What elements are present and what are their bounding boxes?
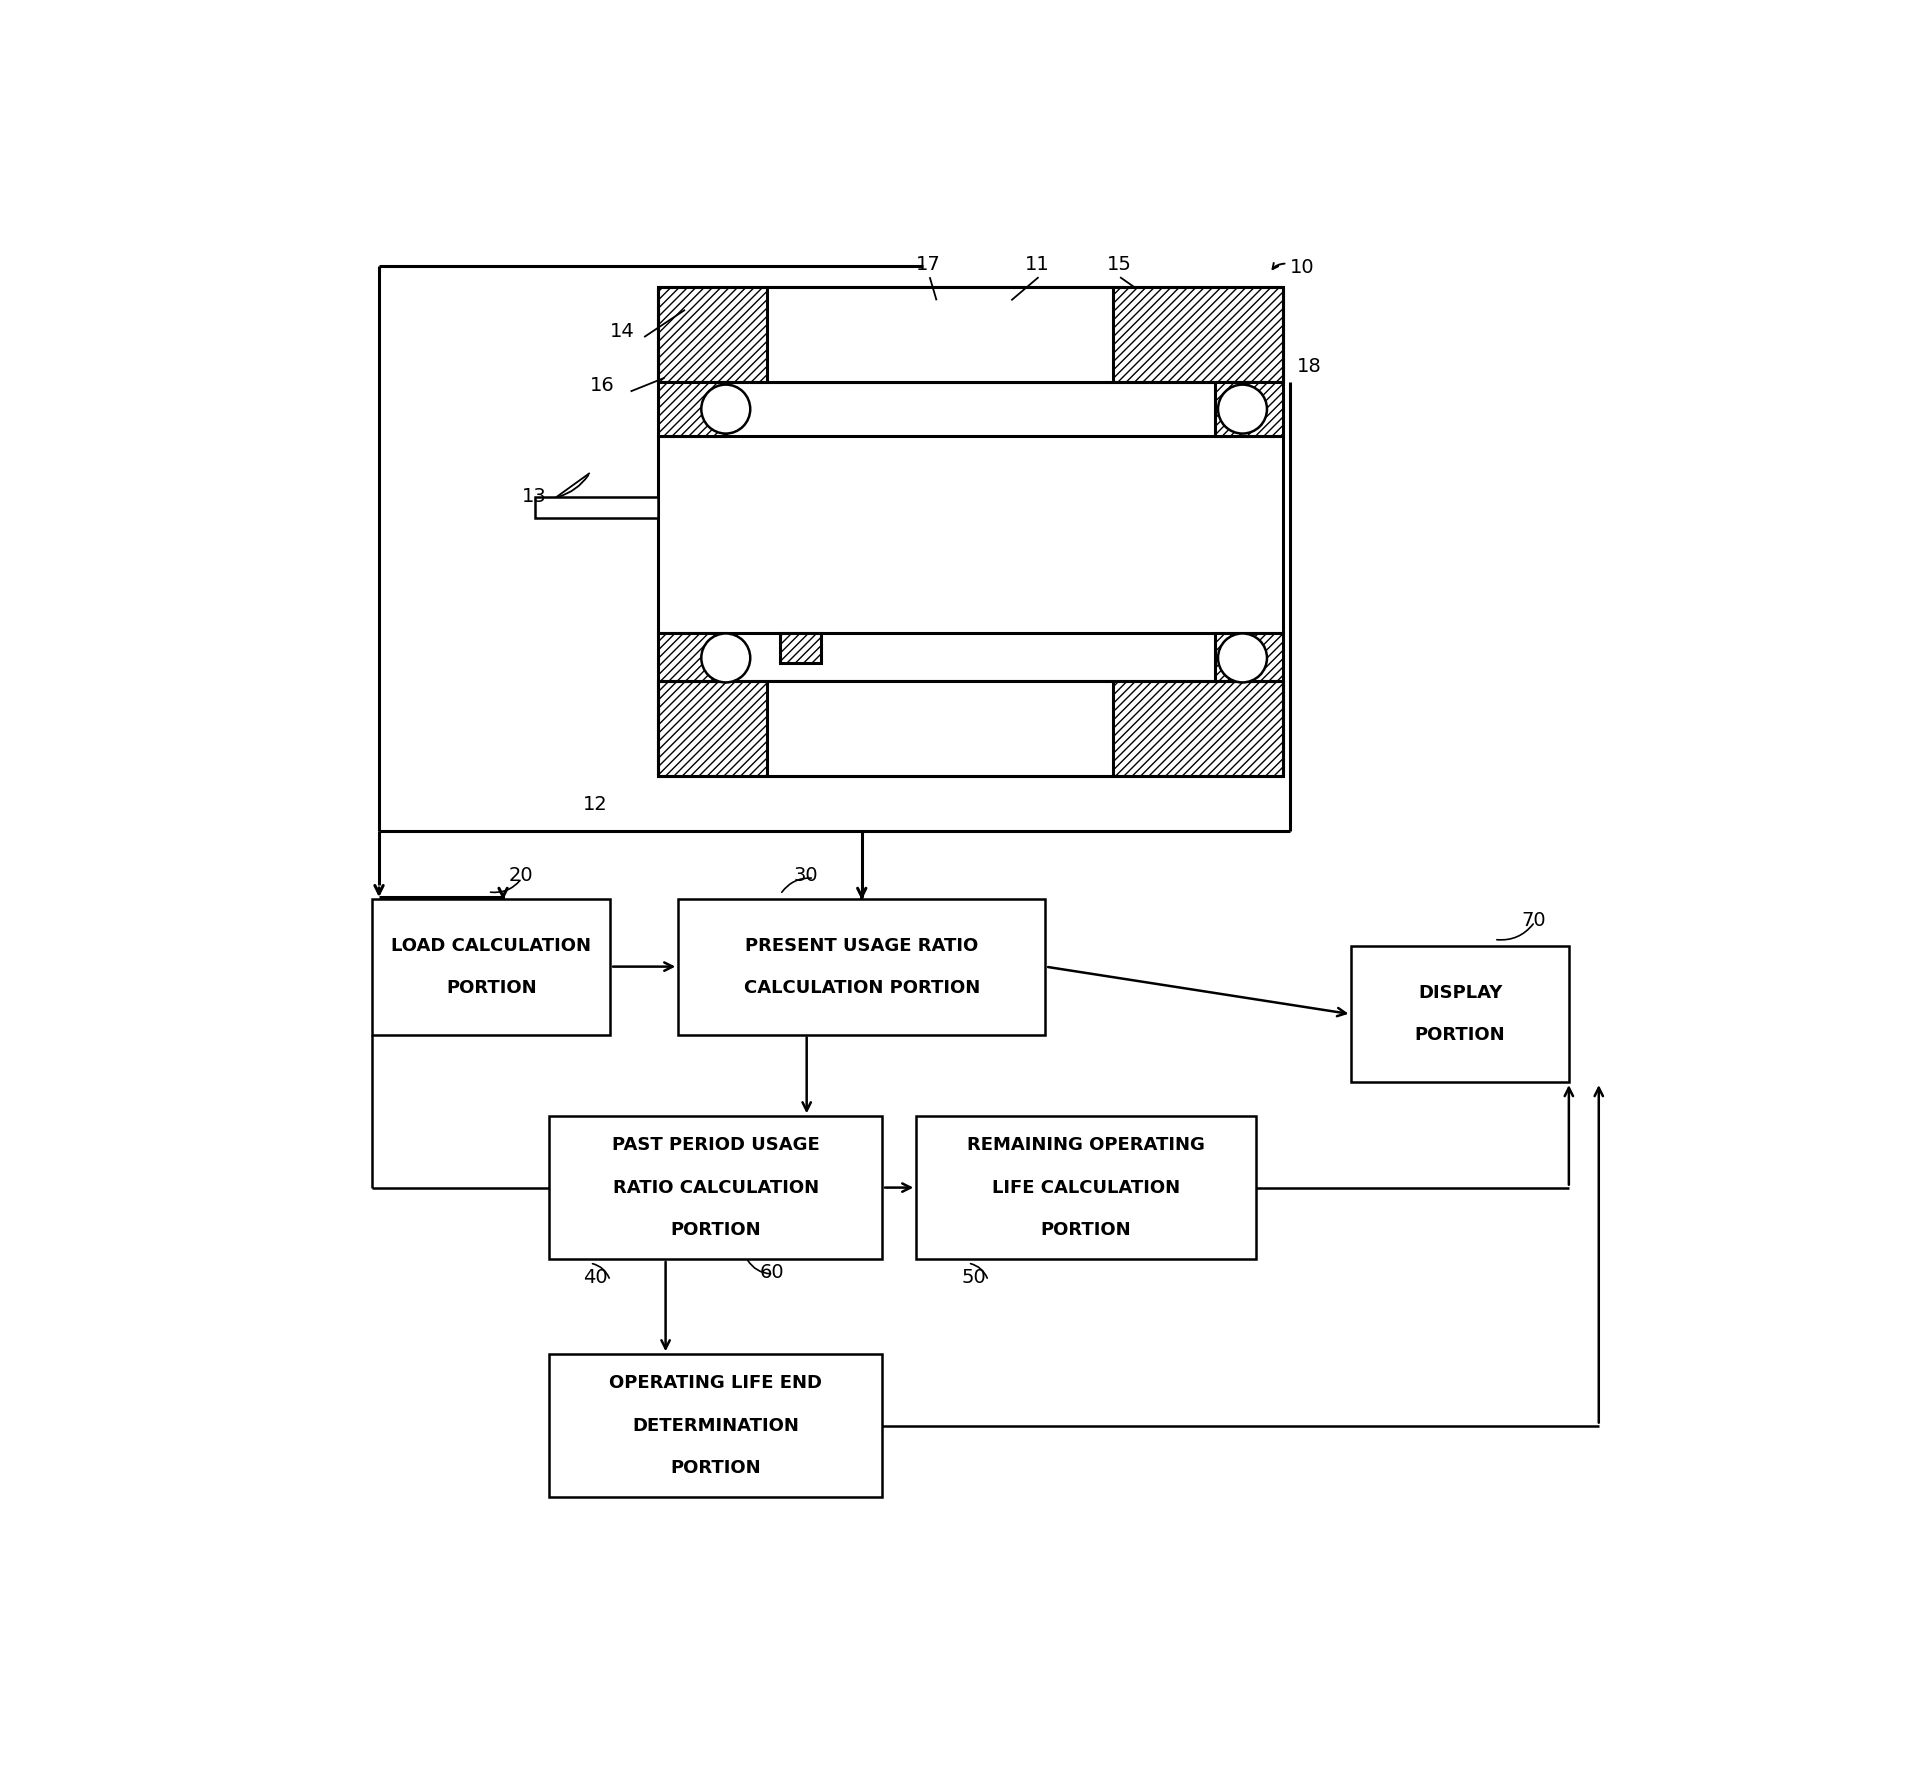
Bar (549, 1355, 883, 1498)
Circle shape (702, 385, 749, 434)
Text: 13: 13 (523, 487, 547, 505)
Text: CALCULATION PORTION: CALCULATION PORTION (744, 978, 980, 996)
Text: RATIO CALCULATION: RATIO CALCULATION (612, 1178, 818, 1197)
Bar (658, 286, 1283, 381)
Text: 60: 60 (759, 1263, 784, 1282)
Text: PAST PERIOD USAGE: PAST PERIOD USAGE (612, 1137, 820, 1155)
Bar (780, 634, 820, 664)
Text: 17: 17 (915, 256, 940, 274)
Bar (549, 1116, 883, 1259)
Text: PORTION: PORTION (1041, 1220, 1131, 1238)
Bar (915, 1116, 1257, 1259)
Text: 18: 18 (1297, 357, 1322, 376)
Circle shape (1219, 634, 1266, 682)
Bar (658, 381, 727, 436)
Text: 40: 40 (584, 1268, 608, 1287)
Text: 50: 50 (961, 1268, 986, 1287)
Text: 12: 12 (584, 795, 608, 814)
Text: PRESENT USAGE RATIO: PRESENT USAGE RATIO (746, 936, 978, 955)
Text: PORTION: PORTION (446, 978, 536, 996)
Text: 16: 16 (589, 376, 614, 396)
Text: DISPLAY: DISPLAY (1419, 984, 1503, 1001)
Text: OPERATING LIFE END: OPERATING LIFE END (608, 1374, 822, 1392)
Text: 70: 70 (1522, 911, 1547, 931)
Text: PORTION: PORTION (669, 1220, 761, 1238)
Circle shape (702, 634, 749, 682)
Bar (767, 286, 1114, 381)
Text: DETERMINATION: DETERMINATION (631, 1416, 799, 1434)
Text: PORTION: PORTION (1415, 1026, 1505, 1044)
Bar (658, 682, 1283, 777)
Text: 15: 15 (1106, 256, 1131, 274)
Circle shape (1219, 385, 1266, 434)
Text: REMAINING OPERATING: REMAINING OPERATING (967, 1137, 1205, 1155)
Text: LOAD CALCULATION: LOAD CALCULATION (391, 936, 591, 955)
Bar (658, 436, 1283, 634)
Text: LIFE CALCULATION: LIFE CALCULATION (992, 1178, 1180, 1197)
Bar (1215, 634, 1283, 682)
Text: PORTION: PORTION (669, 1459, 761, 1476)
Bar (1352, 947, 1569, 1083)
Text: 14: 14 (610, 321, 635, 341)
Bar (536, 498, 658, 517)
Text: 10: 10 (1291, 258, 1314, 277)
Bar (679, 899, 1045, 1035)
Text: 30: 30 (793, 865, 818, 885)
Text: 20: 20 (507, 865, 532, 885)
Bar (372, 899, 610, 1035)
Text: 11: 11 (1024, 256, 1049, 274)
Bar (767, 682, 1114, 777)
Bar (1215, 381, 1283, 436)
Bar (658, 634, 727, 682)
